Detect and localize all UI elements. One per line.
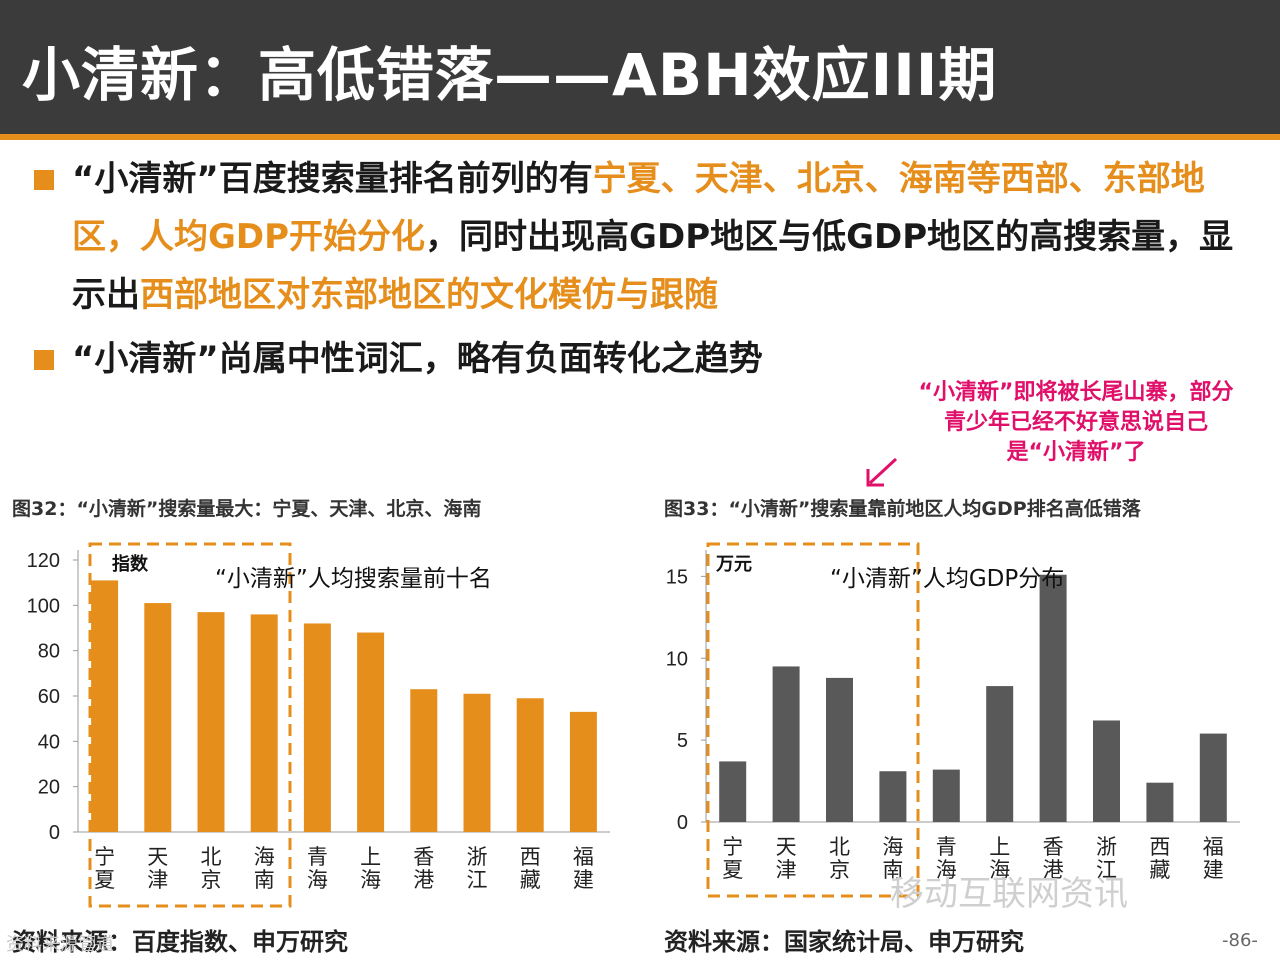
bullet-1-seg-2: ，同时出现高GDP地区与低GDP地区的高搜索量，显示出: [72, 217, 1234, 315]
x-tick-label: 西藏: [1149, 835, 1170, 882]
x-tick-label: 天津: [147, 845, 168, 892]
y-tick-label: 15: [666, 566, 688, 588]
bar-天津: [144, 603, 172, 832]
bar-海南: [250, 614, 278, 832]
bullet-square-icon: [34, 170, 54, 190]
x-tick-label: 北京: [201, 845, 222, 892]
figure-32-caption: 图32：“小清新”搜索量最大：宁夏、天津、北京、海南: [12, 498, 482, 520]
x-tick-label: 浙江: [1096, 835, 1117, 882]
y-tick-label: 100: [27, 595, 60, 617]
bar-香港: [410, 689, 438, 832]
bar-宁夏: [91, 580, 119, 832]
x-tick-label: 宁夏: [722, 835, 743, 882]
y-tick-label: 0: [677, 812, 688, 834]
x-tick-label: 天津: [776, 835, 797, 882]
bullet-1: “小清新”百度搜索量排名前列的有宁夏、天津、北京、海南等西部、东部地区，人均GD…: [34, 150, 1254, 324]
bar-青海: [932, 769, 960, 822]
x-tick-label: 香港: [413, 845, 434, 892]
x-tick-label: 海南: [882, 835, 903, 882]
slide-title: 小清新：高低错落——ABH效应III期: [22, 41, 998, 109]
highlight-box: [88, 542, 292, 908]
bar-青海: [303, 623, 331, 832]
x-tick-label: 浙江: [467, 845, 488, 892]
y-tick-label: 10: [666, 648, 688, 670]
y-unit-label: 万元: [715, 554, 752, 575]
highlight-box: [706, 542, 920, 898]
bullet-1-seg-1: 宁夏、天津、北京、海南等西部、东部地区，人均GDP开始分化: [72, 159, 1205, 257]
y-tick-label: 5: [677, 730, 688, 752]
y-tick-label: 0: [49, 822, 60, 844]
bar-香港: [1039, 574, 1067, 822]
bar-宁夏: [719, 761, 747, 822]
bar-北京: [826, 677, 853, 822]
bullet-2-text: “小清新”尚属中性词汇，略有负面转化之趋势: [72, 339, 763, 379]
x-tick-label: 海南: [254, 845, 275, 892]
y-tick-label: 20: [38, 777, 60, 799]
bar-福建: [1199, 733, 1227, 822]
bullet-2: “小清新”尚属中性词汇，略有负面转化之趋势: [34, 330, 1254, 388]
bar-西藏: [1146, 782, 1174, 822]
y-tick-label: 120: [27, 550, 60, 572]
x-tick-label: 福建: [1203, 835, 1224, 882]
bullet-1-text: “小清新”百度搜索量排名前列的有宁夏、天津、北京、海南等西部、东部地区，人均GD…: [34, 150, 1254, 324]
chart-title: “小清新”人均GDP分布: [830, 566, 1064, 592]
bar-西藏: [516, 698, 544, 832]
x-tick-label: 上海: [360, 845, 381, 892]
y-unit-label: 指数: [112, 553, 149, 575]
figure-32-source: 资料来源：百度指数、申万研究: [12, 928, 348, 956]
bar-上海: [357, 632, 385, 832]
y-tick-label: 40: [38, 731, 60, 753]
x-tick-label: 北京: [829, 835, 850, 882]
x-tick-label: 青海: [936, 835, 957, 882]
x-tick-label: 福建: [573, 845, 594, 892]
bar-海南: [879, 771, 907, 822]
x-tick-label: 青海: [307, 845, 328, 892]
watermark: 移动互联网资讯: [890, 874, 1128, 914]
title-bar: 小清新：高低错落——ABH效应III期: [0, 0, 1280, 140]
figure-33-source: 资料来源：国家统计局、申万研究: [664, 928, 1024, 956]
arrow-icon: [866, 457, 898, 487]
bullet-1-seg-0: “小清新”百度搜索量排名前列的有: [72, 159, 593, 199]
bar-浙江: [463, 693, 491, 832]
bullet-square-icon: [34, 350, 54, 370]
x-tick-label: 宁夏: [94, 845, 115, 892]
x-tick-label: 上海: [989, 835, 1010, 882]
callout-annotation: “小清新”即将被长尾山寨，部分青少年已经不好意思说自己是“小清新”了: [918, 380, 1234, 465]
x-tick-label: 西藏: [520, 845, 541, 892]
bar-上海: [986, 686, 1014, 822]
bar-天津: [772, 666, 800, 822]
chart-title: “小清新”人均搜索量前十名: [215, 566, 492, 592]
x-tick-label: 香港: [1043, 835, 1064, 882]
watermark-corner: 资料来源管道: [6, 934, 114, 955]
page-number: -86-: [1222, 930, 1258, 951]
bullet-1-seg-3: 西部地区对东部地区的文化模仿与跟随: [140, 275, 718, 315]
bar-浙江: [1093, 720, 1120, 822]
y-tick-label: 60: [38, 686, 60, 708]
figure-33-caption: 图33：“小清新”搜索量靠前地区人均GDP排名高低错落: [664, 498, 1141, 520]
bar-北京: [197, 612, 225, 832]
bar-福建: [569, 711, 597, 832]
y-tick-label: 80: [38, 641, 60, 663]
